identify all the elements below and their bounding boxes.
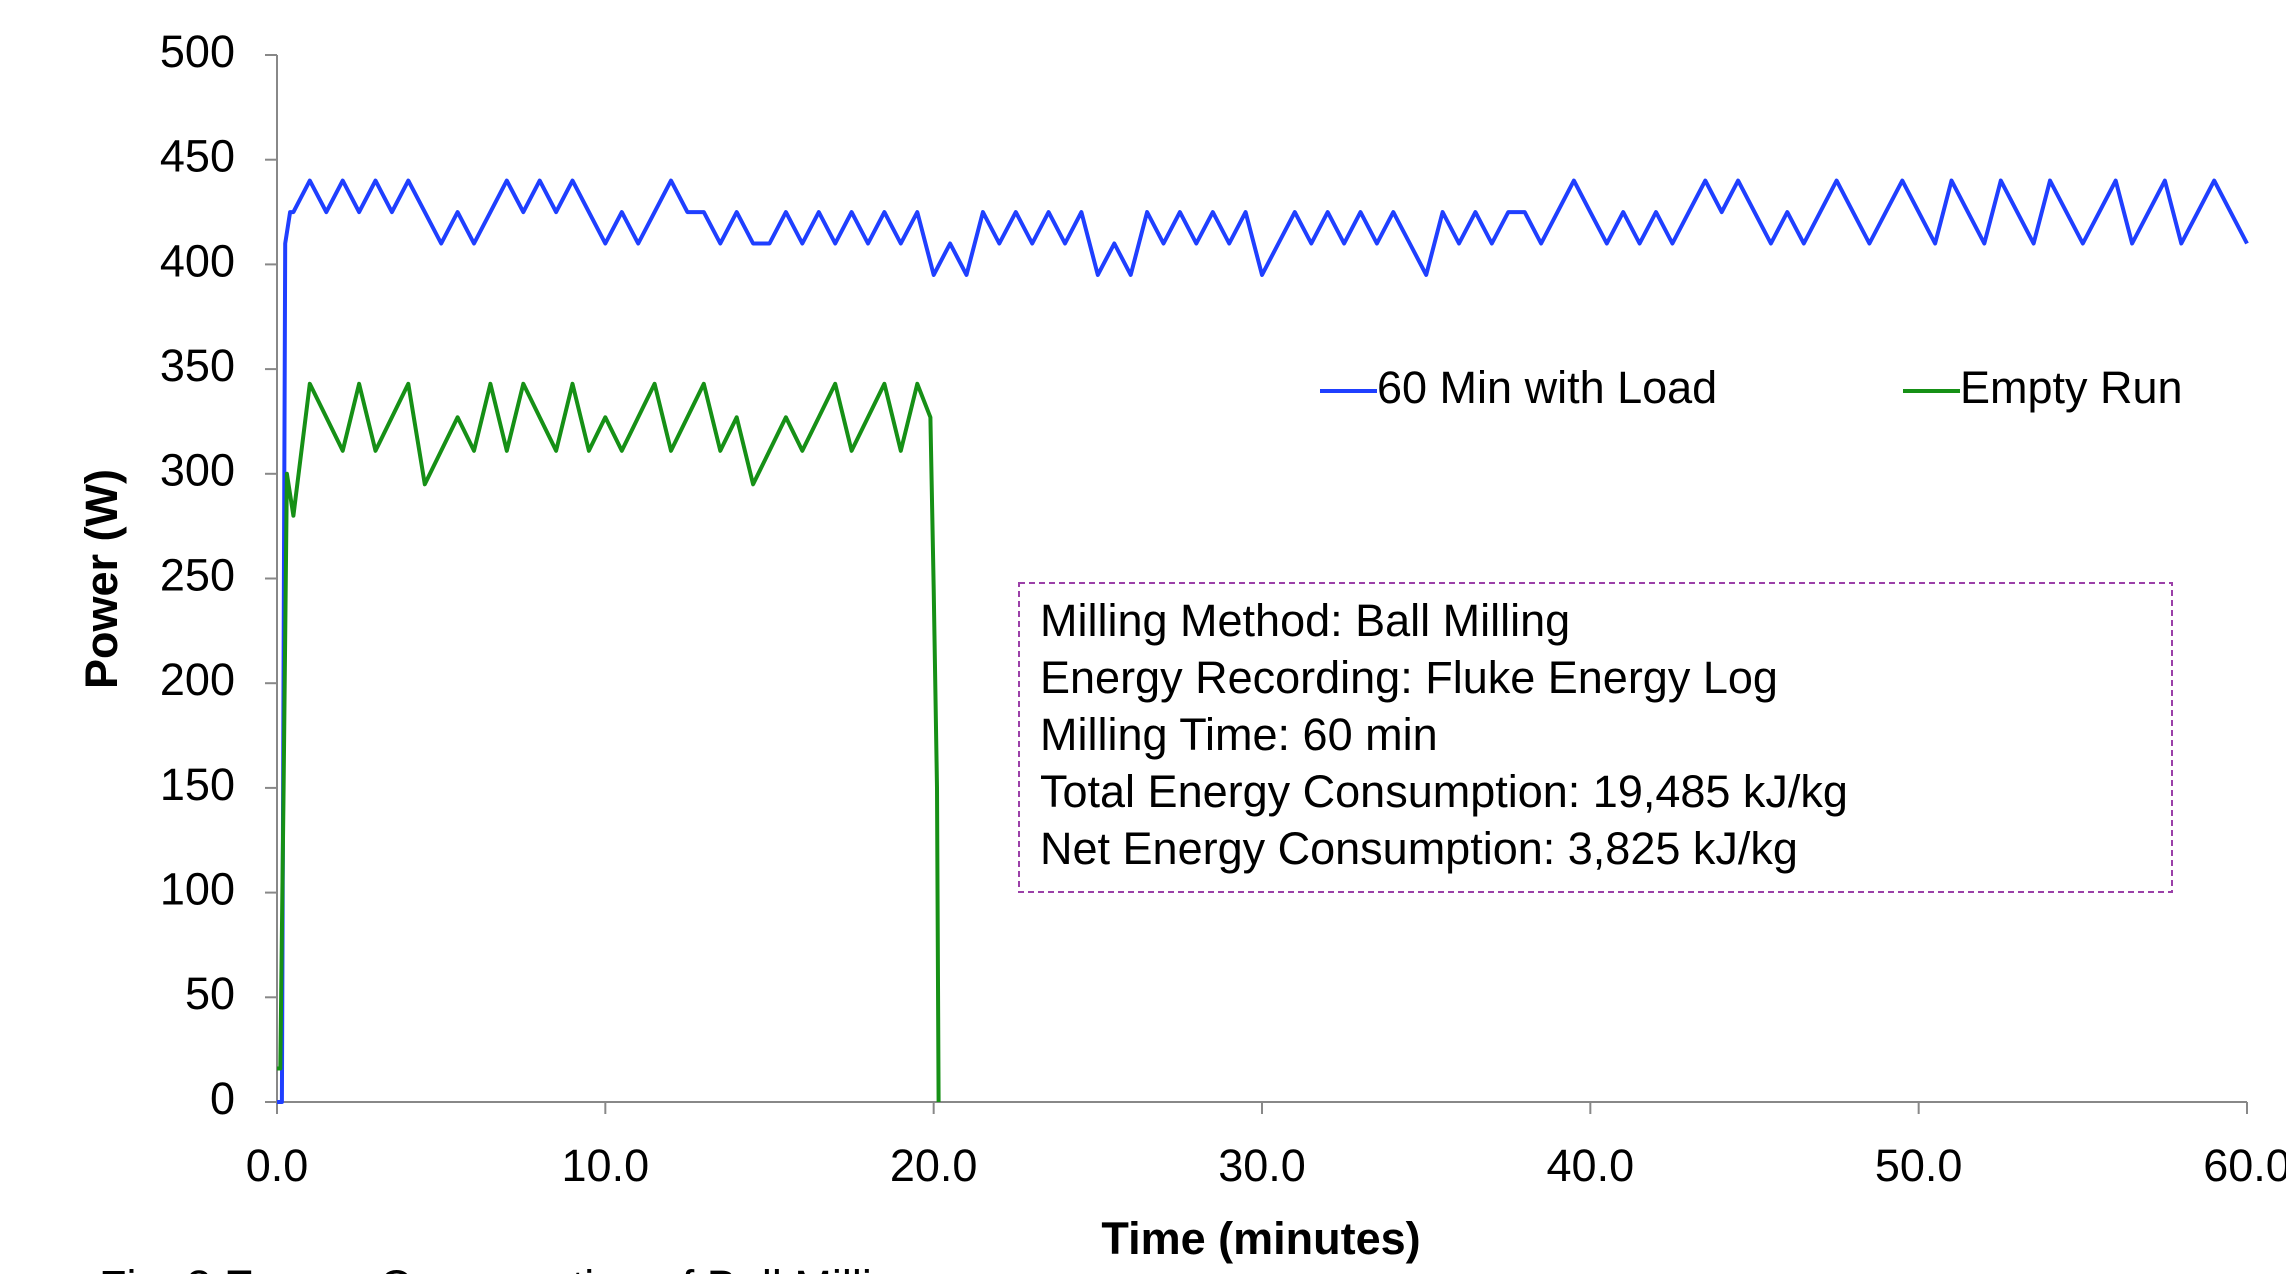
annotation-line: Net Energy Consumption: 3,825 kJ/kg (1040, 823, 1798, 874)
annotation-line: Energy Recording: Fluke Energy Log (1040, 652, 1778, 703)
legend-label: 60 Min with Load (1377, 362, 1717, 413)
annotation-line: Milling Method: Ball Milling (1040, 595, 1570, 646)
line-series (277, 178, 2249, 1104)
x-tick-label: 60.0 (2203, 1140, 2286, 1191)
x-tick-label: 40.0 (1547, 1140, 1635, 1191)
y-axis-title: Power (W) (76, 469, 127, 689)
caption: Fig. 3 Energy Consumption of Ball Millin… (99, 1261, 922, 1274)
y-tick-label: 400 (160, 235, 235, 286)
y-tick-label: 500 (160, 26, 235, 77)
y-tick-label: 150 (160, 759, 235, 810)
y-tick-label: 100 (160, 863, 235, 914)
y-tick-label: 50 (185, 968, 235, 1019)
line-series (277, 381, 941, 1103)
annotation-line: Total Energy Consumption: 19,485 kJ/kg (1040, 766, 1848, 817)
y-tick-label: 250 (160, 549, 235, 600)
y-tick-label: 350 (160, 340, 235, 391)
x-tick-label: 20.0 (890, 1140, 978, 1191)
x-tick-label: 30.0 (1218, 1140, 1306, 1191)
x-tick-label: 0.0 (246, 1140, 309, 1191)
y-tick-label: 200 (160, 654, 235, 705)
annotation-line: Milling Time: 60 min (1040, 709, 1438, 760)
x-tick-label: 10.0 (562, 1140, 650, 1191)
y-tick-label: 450 (160, 131, 235, 182)
x-tick-label: 50.0 (1875, 1140, 1963, 1191)
legend-label: Empty Run (1960, 362, 2183, 413)
x-axis-title: Time (minutes) (1101, 1213, 1420, 1264)
y-tick-label: 300 (160, 445, 235, 496)
y-tick-label: 0 (210, 1073, 235, 1124)
